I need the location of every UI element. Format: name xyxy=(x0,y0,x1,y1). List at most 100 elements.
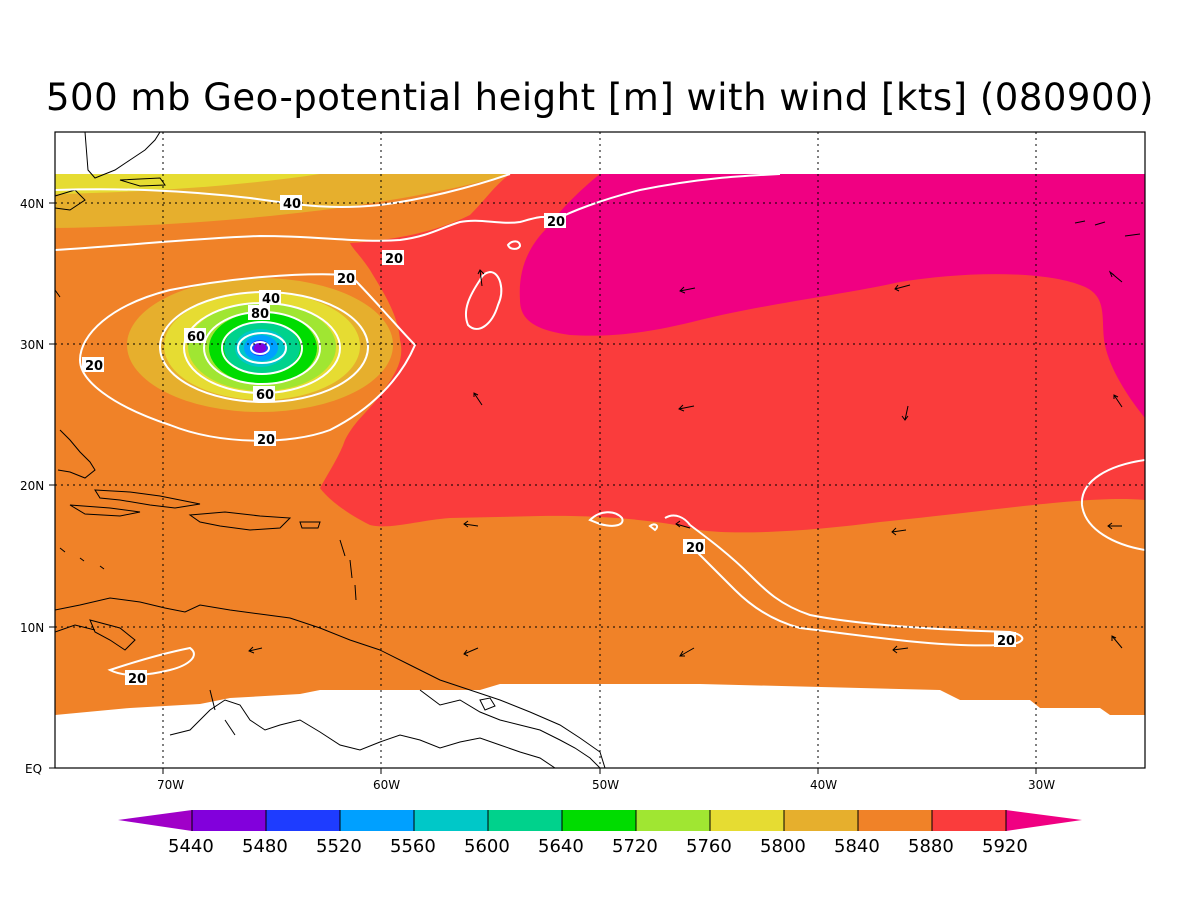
wind-contour-20-north xyxy=(55,173,781,251)
wind-arrow xyxy=(1108,270,1123,283)
wind-contour-20-small xyxy=(506,240,522,250)
y-tick-label: EQ xyxy=(25,762,42,776)
colorbar-label: 5840 xyxy=(834,836,880,857)
x-axis-labels: 70W 60W 50W 40W 30W xyxy=(157,778,1055,792)
y-axis-labels: 40N 30N 20N 10N EQ xyxy=(20,197,44,776)
contour-labels: 40 20 20 20 40 80 60 20 60 20 20 20 20 xyxy=(82,195,1016,687)
contour-label: 20 xyxy=(254,431,276,448)
svg-text:20: 20 xyxy=(257,433,275,448)
colorbar-swatch xyxy=(192,810,266,831)
grid xyxy=(55,132,1145,768)
colorbar-label: 5920 xyxy=(982,836,1028,857)
height-region-above-5920 xyxy=(519,174,1145,418)
contour-label: 20 xyxy=(82,357,104,374)
colorbar-swatch xyxy=(710,810,784,831)
colorbar-swatch xyxy=(414,810,488,831)
wind-arrow xyxy=(901,405,909,421)
contour-label: 40 xyxy=(280,195,302,212)
svg-text:20: 20 xyxy=(128,672,146,687)
contour-label: 80 xyxy=(248,305,270,322)
x-tick-label: 70W xyxy=(157,778,184,792)
wind-contour-20-caribbean xyxy=(588,511,691,532)
svg-text:40: 40 xyxy=(262,292,280,307)
svg-text:20: 20 xyxy=(686,541,704,556)
wind-contour-100-cyclone xyxy=(221,321,303,375)
tick-marks xyxy=(49,202,1037,774)
colorbar-arrow-high xyxy=(1006,810,1082,831)
wind-contour-20-cyclone-outer xyxy=(78,273,417,442)
wind-arrow xyxy=(894,284,911,292)
colorbar-swatch xyxy=(562,810,636,831)
svg-text:20: 20 xyxy=(997,634,1015,649)
wind-arrow xyxy=(1107,522,1122,530)
map-title: 500 mb Geo-potential height [m] with win… xyxy=(46,76,1154,119)
colorbar-swatch xyxy=(488,810,562,831)
wind-contour-40-north xyxy=(55,173,511,208)
wind-contour-20-southeast xyxy=(689,524,1024,647)
x-tick-label: 60W xyxy=(373,778,400,792)
y-tick-label: 30N xyxy=(20,338,44,352)
contour-label: 20 xyxy=(334,270,356,287)
contour-label: 20 xyxy=(544,213,566,230)
colorbar: 5440 5480 5520 5560 5600 5640 5720 5760 … xyxy=(118,810,1082,857)
colorbar-label: 5560 xyxy=(390,836,436,857)
colorbar-label: 5440 xyxy=(168,836,214,857)
wind-contour-20-east xyxy=(1080,459,1145,551)
colorbar-label: 5760 xyxy=(686,836,732,857)
wind-vectors xyxy=(54,269,1123,657)
contour-label: 60 xyxy=(253,386,275,403)
colorbar-arrow-low xyxy=(118,810,192,831)
svg-text:60: 60 xyxy=(187,330,205,345)
colorbar-label: 5520 xyxy=(316,836,362,857)
colorbar-label: 5880 xyxy=(908,836,954,857)
colorbar-label: 5800 xyxy=(760,836,806,857)
svg-text:20: 20 xyxy=(85,359,103,374)
x-tick-label: 30W xyxy=(1028,778,1055,792)
y-tick-label: 10N xyxy=(20,621,44,635)
colorbar-label: 5720 xyxy=(612,836,658,857)
wind-arrow xyxy=(678,404,695,412)
x-tick-label: 50W xyxy=(592,778,619,792)
svg-text:80: 80 xyxy=(251,307,269,322)
colorbar-swatch xyxy=(932,810,1006,831)
colorbar-swatch xyxy=(266,810,340,831)
contour-label: 40 xyxy=(259,290,281,307)
wind-arrow xyxy=(679,647,695,657)
wind-arrow xyxy=(248,646,263,654)
svg-text:20: 20 xyxy=(337,272,355,287)
wind-arrow xyxy=(892,645,909,654)
wind-contour-120-cyclone xyxy=(237,332,287,364)
contour-label: 60 xyxy=(184,328,206,345)
wind-arrow xyxy=(1111,635,1123,649)
cyclone-5480 xyxy=(254,343,266,353)
contour-label: 20 xyxy=(125,670,147,687)
svg-text:20: 20 xyxy=(547,215,565,230)
contour-label: 20 xyxy=(382,250,404,267)
colorbar-label: 5480 xyxy=(242,836,288,857)
wind-arrow xyxy=(477,269,485,287)
wind-arrow xyxy=(1113,394,1123,408)
wind-arrow xyxy=(54,289,61,298)
wind-arrow xyxy=(891,527,907,536)
colorbar-swatch xyxy=(858,810,932,831)
colorbar-swatch xyxy=(340,810,414,831)
colorbar-label: 5600 xyxy=(464,836,510,857)
wind-arrow xyxy=(463,647,479,657)
colorbar-label: 5640 xyxy=(538,836,584,857)
wind-contour-core xyxy=(250,341,270,355)
wind-arrow xyxy=(679,286,696,294)
y-tick-label: 40N xyxy=(20,197,44,211)
x-tick-label: 40W xyxy=(810,778,837,792)
colorbar-swatch xyxy=(636,810,710,831)
svg-text:40: 40 xyxy=(283,197,301,212)
wind-arrow xyxy=(675,520,691,529)
svg-text:60: 60 xyxy=(256,388,274,403)
wind-arrow xyxy=(463,520,479,528)
wind-contour-20-lobe xyxy=(464,270,503,330)
coastlines xyxy=(55,132,1141,768)
contour-label: 20 xyxy=(994,632,1016,649)
colorbar-swatch xyxy=(784,810,858,831)
wind-arrow xyxy=(473,392,483,406)
y-tick-label: 20N xyxy=(20,479,44,493)
